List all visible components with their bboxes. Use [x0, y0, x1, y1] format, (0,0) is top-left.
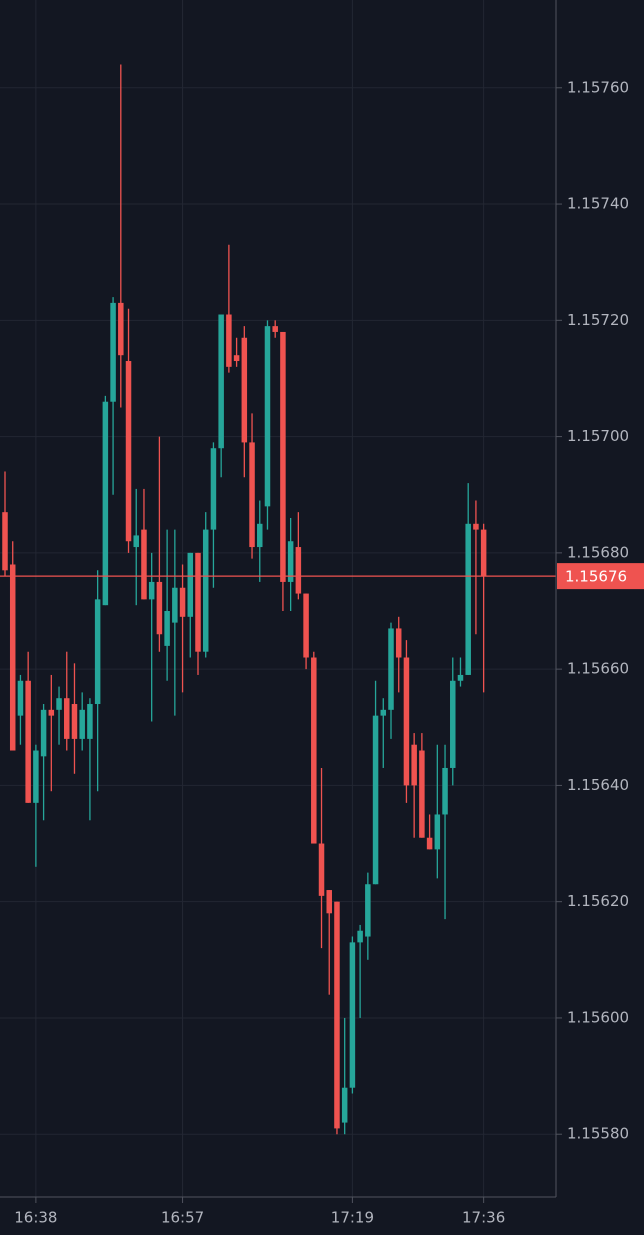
candle-body [257, 523, 263, 548]
candle-body [465, 523, 471, 675]
y-tick-label: 1.15680 [567, 543, 629, 561]
y-tick-label: 1.15620 [567, 892, 629, 910]
candle-body [303, 593, 309, 658]
candle-body [380, 709, 387, 716]
candle-body [94, 599, 101, 705]
y-tick-label: 1.15700 [567, 427, 629, 445]
candle-body [233, 355, 240, 362]
candle-body [40, 709, 47, 757]
axes: 1.15580 1.15600 1.15620 1.15640 1.15660 1.156… [14, 78, 644, 1227]
candle-body [2, 512, 8, 571]
candle-body [210, 448, 217, 530]
candle-body [434, 814, 441, 850]
candles [0, 64, 556, 1135]
candle-body [480, 529, 487, 577]
candle-body [372, 715, 379, 885]
candle-body [349, 942, 356, 1088]
candle-body [365, 884, 371, 937]
candle-body [426, 837, 433, 850]
candle-body [457, 674, 464, 681]
candle-body [87, 704, 93, 739]
candle-body [388, 628, 394, 710]
candle-body [442, 767, 448, 815]
x-tick-label: 16:57 [161, 1209, 204, 1227]
candle-body [264, 326, 271, 507]
candle-body [118, 302, 124, 356]
candle-body [202, 529, 209, 652]
last-price-label: 1.15676 [565, 568, 627, 586]
candle-body [172, 587, 178, 623]
candle-body [450, 680, 456, 768]
y-tick-label: 1.15640 [567, 776, 629, 794]
candle-body [64, 698, 70, 739]
candle-body [9, 564, 16, 751]
candle-body [473, 523, 479, 530]
candle-body [249, 442, 255, 548]
candle-body [318, 843, 325, 896]
candle-body [141, 529, 147, 600]
candle-body [125, 361, 132, 542]
candle-body [110, 302, 116, 402]
candle-body [156, 581, 163, 635]
candle-body [241, 337, 248, 443]
y-tick-label: 1.15580 [567, 1125, 629, 1143]
candle-body [164, 610, 170, 646]
candle-body [280, 331, 286, 582]
candle-body [179, 587, 186, 617]
candle-body [195, 552, 201, 652]
candle-body [287, 541, 294, 582]
last-price-box [557, 563, 644, 590]
candle-body [17, 680, 24, 716]
candle-body [148, 581, 155, 600]
candle-body [311, 657, 317, 844]
y-tick-label: 1.15660 [567, 660, 629, 678]
candle-body [25, 680, 31, 803]
x-tick-label: 16:38 [14, 1209, 57, 1227]
x-tick-label: 17:19 [331, 1209, 374, 1227]
candle-body [187, 552, 194, 617]
candle-body [133, 535, 139, 548]
y-tick-label: 1.15760 [567, 78, 629, 96]
y-tick-label: 1.15720 [567, 311, 629, 329]
candle-body [71, 704, 78, 739]
candle-body [395, 628, 402, 658]
candle-body [79, 709, 85, 739]
candle-body [419, 750, 425, 838]
candle-body [357, 930, 363, 943]
candle-body [403, 657, 410, 786]
candle-body [295, 547, 302, 594]
candle-body [411, 744, 417, 786]
candle-body [33, 750, 39, 803]
x-tick-label: 17:36 [462, 1209, 505, 1227]
candle-body [272, 326, 278, 332]
y-tick-label: 1.15740 [567, 195, 629, 213]
y-tick-label: 1.15600 [567, 1008, 629, 1026]
candle-body [56, 698, 62, 710]
candle-body [226, 314, 232, 367]
candle-body [341, 1087, 348, 1123]
candle-body [48, 709, 55, 716]
candle-body [102, 401, 109, 606]
candle-body [334, 901, 340, 1129]
candle-body [326, 890, 332, 914]
candle-body [218, 314, 224, 449]
